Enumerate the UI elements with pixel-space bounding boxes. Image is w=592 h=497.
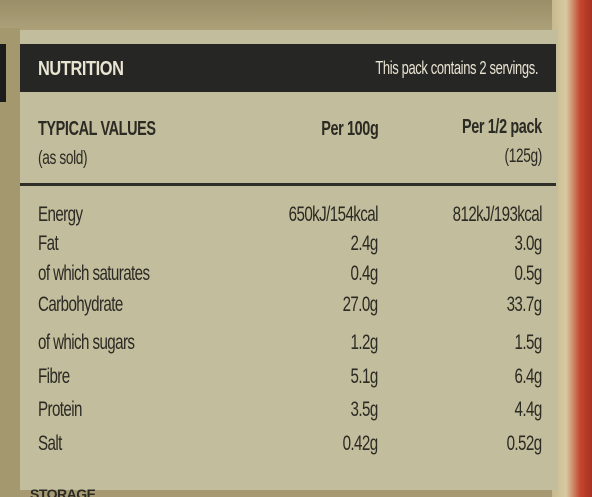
table-divider — [20, 183, 556, 186]
row-value-per100: 1.2g — [350, 331, 379, 354]
row-value-per100: 0.42g — [343, 432, 379, 455]
typical-values-heading: TYPICAL VALUES — [38, 118, 156, 140]
left-dark-edge — [0, 44, 6, 102]
row-value-perhalf: 3.0g — [514, 232, 543, 255]
as-sold-heading: (as sold) — [38, 148, 88, 169]
row-label: Protein — [38, 398, 82, 421]
table-row: Fat 2.4g 3.0g — [0, 232, 592, 258]
row-value-per100: 27.0g — [343, 293, 379, 316]
table-row: Protein 3.5g 4.4g — [0, 398, 592, 424]
row-value-per100: 5.1g — [350, 365, 379, 388]
per-half-pack-heading: Per 1/2 pack — [462, 116, 542, 138]
nutrition-panel — [20, 30, 558, 490]
row-label: Energy — [38, 203, 83, 226]
row-label: of which saturates — [38, 262, 150, 285]
row-value-perhalf: 1.5g — [514, 331, 543, 354]
cut-off-footer-text: STORAGE — [30, 486, 96, 497]
row-value-per100: 2.4g — [350, 232, 379, 255]
row-value-perhalf: 0.52g — [507, 432, 543, 455]
per-100g-heading: Per 100g — [320, 118, 379, 140]
table-row: Energy 650kJ/154kcal 812kJ/193kcal — [0, 203, 592, 229]
nutrition-title: NUTRITION — [38, 58, 124, 80]
nutrition-header-bar: NUTRITION This pack contains 2 servings. — [20, 44, 556, 92]
table-row: Carbohydrate 27.0g 33.7g — [0, 293, 592, 319]
row-value-perhalf: 0.5g — [514, 262, 543, 285]
row-label: of which sugars — [38, 331, 135, 354]
row-value-per100: 0.4g — [350, 262, 379, 285]
row-value-per100: 650kJ/154kcal — [288, 203, 379, 226]
row-value-per100: 3.5g — [350, 398, 379, 421]
row-label: Salt — [38, 432, 62, 455]
row-label: Carbohydrate — [38, 293, 123, 316]
row-label: Fibre — [38, 365, 70, 388]
row-label: Fat — [38, 232, 59, 255]
package-left-margin — [0, 28, 20, 497]
package-right-edge — [552, 0, 592, 497]
table-row: Salt 0.42g 0.52g — [0, 432, 592, 458]
per-half-pack-weight: (125g) — [504, 146, 543, 167]
row-value-perhalf: 812kJ/193kcal — [452, 203, 543, 226]
row-value-perhalf: 4.4g — [514, 398, 543, 421]
row-value-perhalf: 6.4g — [514, 365, 543, 388]
row-value-perhalf: 33.7g — [507, 293, 543, 316]
servings-note: This pack contains 2 servings. — [375, 58, 538, 78]
table-row: of which saturates 0.4g 0.5g — [0, 262, 592, 288]
table-row: of which sugars 1.2g 1.5g — [0, 331, 592, 357]
table-row: Fibre 5.1g 6.4g — [0, 365, 592, 391]
